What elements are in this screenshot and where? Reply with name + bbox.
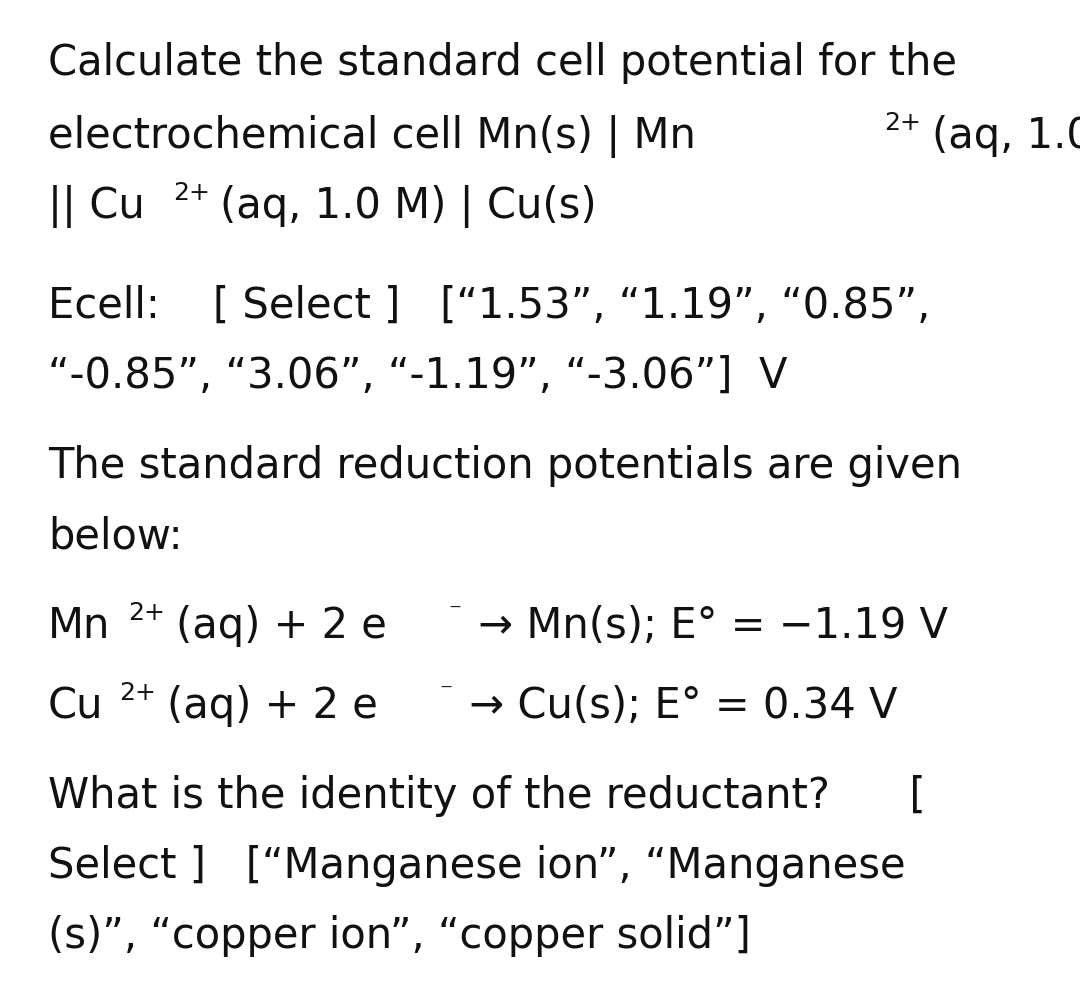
Text: Mn: Mn <box>48 605 110 647</box>
Text: (aq, 1.0 M) | Cu(s): (aq, 1.0 M) | Cu(s) <box>220 185 597 228</box>
Text: Ecell:    [ Select ]   [“1.53”, “1.19”, “0.85”,: Ecell: [ Select ] [“1.53”, “1.19”, “0.85… <box>48 285 930 327</box>
Text: (aq, 1.0 M): (aq, 1.0 M) <box>932 115 1080 157</box>
Text: ⁻: ⁻ <box>440 681 453 705</box>
Text: 2+: 2+ <box>120 681 157 705</box>
Text: What is the identity of the reductant?      [: What is the identity of the reductant? [ <box>48 775 926 817</box>
Text: → Cu(s); E° = 0.34 V: → Cu(s); E° = 0.34 V <box>456 685 897 727</box>
Text: 2+: 2+ <box>129 601 165 625</box>
Text: below:: below: <box>48 515 183 557</box>
Text: 2+: 2+ <box>173 181 210 205</box>
Text: Cu: Cu <box>48 685 104 727</box>
Text: electrochemical cell Mn(s) | Mn: electrochemical cell Mn(s) | Mn <box>48 115 696 158</box>
Text: (aq) + 2 e: (aq) + 2 e <box>167 685 378 727</box>
Text: (aq) + 2 e: (aq) + 2 e <box>176 605 387 647</box>
Text: “-0.85”, “3.06”, “-1.19”, “-3.06”]  V: “-0.85”, “3.06”, “-1.19”, “-3.06”] V <box>48 355 787 397</box>
Text: Calculate the standard cell potential for the: Calculate the standard cell potential fo… <box>48 42 957 84</box>
Text: || Cu: || Cu <box>48 185 145 228</box>
Text: Select ]   [“Manganese ion”, “Manganese: Select ] [“Manganese ion”, “Manganese <box>48 845 906 887</box>
Text: → Mn(s); E° = −1.19 V: → Mn(s); E° = −1.19 V <box>465 605 948 647</box>
Text: (s)”, “copper ion”, “copper solid”]: (s)”, “copper ion”, “copper solid”] <box>48 915 751 957</box>
Text: 2+: 2+ <box>883 111 921 135</box>
Text: The standard reduction potentials are given: The standard reduction potentials are gi… <box>48 445 962 487</box>
Text: ⁻: ⁻ <box>448 601 461 625</box>
